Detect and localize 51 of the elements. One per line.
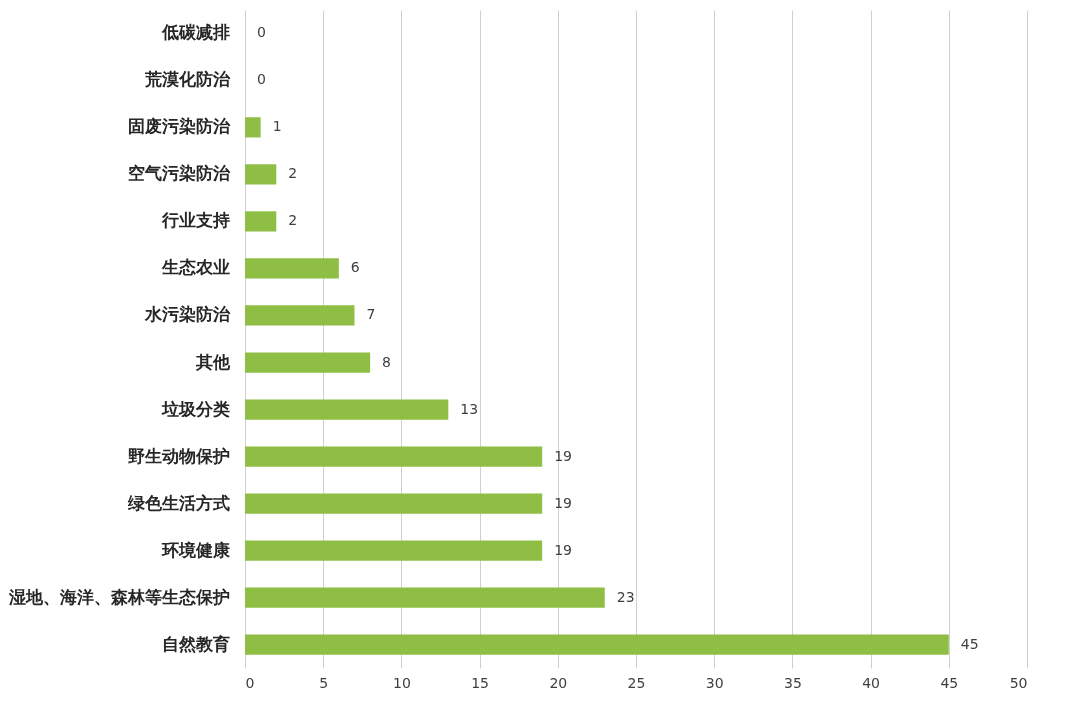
x-tick-label: 35: [783, 674, 802, 691]
bar: [245, 211, 277, 232]
x-tick-label: 30: [705, 674, 724, 691]
data-label: 13: [460, 400, 479, 417]
bar: [245, 493, 543, 514]
x-tick-label: 15: [471, 674, 490, 691]
y-tick-label: 水污染防治: [143, 305, 231, 325]
x-tick-label: 0: [245, 674, 255, 691]
data-label: 2: [288, 212, 298, 229]
y-tick-label: 湿地、海洋、森林等生态保护: [7, 587, 230, 607]
bar: [245, 540, 543, 561]
bar: [245, 587, 605, 608]
bar: [245, 352, 371, 373]
data-label: 2: [288, 165, 298, 182]
y-tick-label: 生态农业: [160, 258, 230, 278]
x-tick-label: 40: [862, 674, 881, 691]
data-label: 45: [960, 635, 979, 652]
bar: [245, 399, 449, 420]
x-tick-label: 45: [940, 674, 959, 691]
data-label: 0: [257, 24, 266, 41]
y-tick-label: 自然教育: [161, 633, 230, 654]
bar: [245, 258, 339, 279]
data-label: 6: [350, 259, 360, 276]
data-label: 19: [554, 494, 572, 511]
x-tick-label: 20: [549, 674, 568, 691]
data-label: 1: [272, 118, 282, 135]
data-label: 23: [616, 588, 635, 605]
x-tick-label: 50: [1009, 674, 1028, 691]
data-label: 19: [554, 447, 572, 464]
x-tick-label: 5: [319, 674, 329, 691]
y-tick-label: 环境健康: [160, 540, 231, 560]
data-label: 19: [554, 541, 572, 558]
bar: [245, 117, 261, 138]
x-tick-label: 10: [392, 674, 411, 691]
y-tick-label: 其他: [194, 352, 231, 372]
y-tick-label: 行业支持: [160, 211, 230, 231]
data-label: 7: [366, 306, 376, 323]
bar: [245, 446, 543, 467]
y-tick-label: 荒漠化防治: [143, 70, 231, 90]
y-tick-label: 野生动物保护: [127, 446, 230, 466]
y-tick-label: 低碳减排: [160, 23, 230, 43]
x-tick-label: 25: [627, 674, 646, 691]
data-label: 8: [382, 353, 392, 370]
y-tick-label: 固废污染防治: [127, 117, 231, 137]
bar: [245, 634, 949, 655]
y-tick-label: 垃圾分类: [160, 399, 230, 419]
bar: [245, 164, 277, 185]
y-tick-label: 绿色生活方式: [126, 493, 230, 513]
y-tick-label: 空气污染防治: [127, 164, 231, 184]
bar: [245, 305, 355, 326]
data-label: 0: [257, 71, 266, 88]
